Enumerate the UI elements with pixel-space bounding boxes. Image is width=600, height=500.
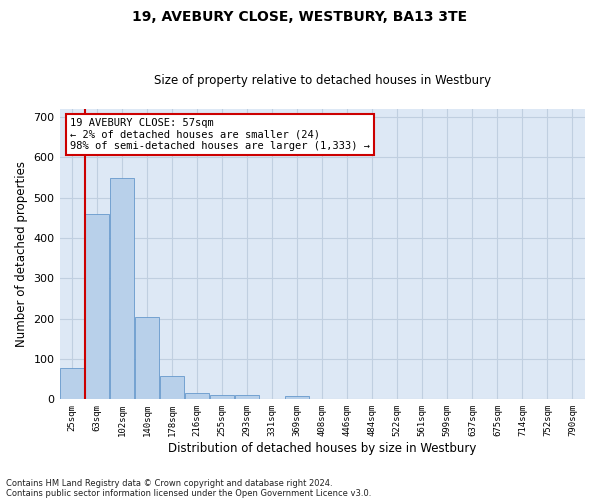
Text: Contains HM Land Registry data © Crown copyright and database right 2024.: Contains HM Land Registry data © Crown c… — [6, 478, 332, 488]
X-axis label: Distribution of detached houses by size in Westbury: Distribution of detached houses by size … — [168, 442, 476, 455]
Bar — [110, 178, 134, 400]
Bar — [60, 368, 84, 400]
Bar — [135, 318, 159, 400]
Text: Contains public sector information licensed under the Open Government Licence v3: Contains public sector information licen… — [6, 488, 371, 498]
Bar — [185, 394, 209, 400]
Title: Size of property relative to detached houses in Westbury: Size of property relative to detached ho… — [154, 74, 491, 87]
Bar — [286, 396, 309, 400]
Text: 19 AVEBURY CLOSE: 57sqm
← 2% of detached houses are smaller (24)
98% of semi-det: 19 AVEBURY CLOSE: 57sqm ← 2% of detached… — [70, 118, 370, 151]
Text: 19, AVEBURY CLOSE, WESTBURY, BA13 3TE: 19, AVEBURY CLOSE, WESTBURY, BA13 3TE — [133, 10, 467, 24]
Bar — [235, 396, 259, 400]
Bar — [85, 214, 109, 400]
Bar — [160, 376, 184, 400]
Y-axis label: Number of detached properties: Number of detached properties — [15, 161, 28, 347]
Bar — [210, 396, 234, 400]
